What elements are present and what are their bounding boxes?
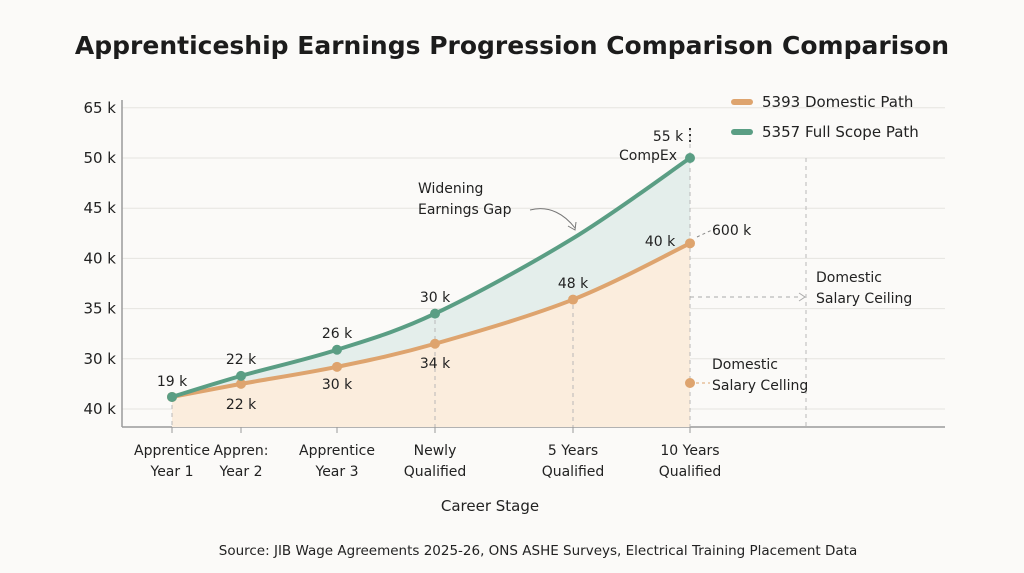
x-tick-label: Newly Qualified bbox=[404, 443, 467, 480]
domestic-point bbox=[685, 238, 695, 249]
chart-title: Apprenticeship Earnings Progression Comp… bbox=[75, 31, 949, 60]
area-fills bbox=[172, 158, 690, 427]
full-scope-value-label: 55 k bbox=[653, 129, 684, 145]
full-scope-point bbox=[167, 391, 177, 402]
domestic-value-label: 40 k bbox=[645, 234, 676, 250]
domestic-point bbox=[430, 338, 440, 349]
legend: 5393 Domestic Path 5357 Full Scope Path bbox=[731, 93, 919, 141]
domestic-value-label: 34 k bbox=[420, 356, 451, 372]
ceiling-point bbox=[685, 378, 695, 388]
gap-arrow-head bbox=[567, 221, 577, 231]
x-axis-label: Career Stage bbox=[441, 497, 539, 515]
peak-leader bbox=[696, 229, 713, 238]
gap-annotation: Widening Earnings Gap bbox=[418, 181, 512, 218]
full-scope-point bbox=[236, 370, 246, 381]
domestic-value-label: 30 k bbox=[322, 377, 353, 393]
full-scope-value-label: 26 k bbox=[322, 326, 353, 342]
compex-label: CompEx bbox=[619, 148, 677, 164]
labels: 22 k 26 k 30 k 55 k 19 k 22 k 30 k 34 k 48 k 40 k… bbox=[157, 128, 912, 413]
domestic-value-label: 19 k bbox=[157, 374, 188, 390]
grid: 40 k 30 k 35 k 40 k 45 k 50 k 65 k Apprentice Ye… bbox=[83, 99, 945, 480]
ceiling-arrow-head bbox=[798, 292, 806, 302]
series-lines bbox=[167, 153, 695, 402]
domestic-point bbox=[332, 361, 342, 372]
x-tick-label: 10 Years Qualified bbox=[659, 443, 722, 480]
peak-label: 600 k bbox=[712, 223, 752, 239]
y-tick-label: 40 k bbox=[83, 400, 116, 418]
x-tick-label: Appren: Year 2 bbox=[213, 443, 268, 480]
y-tick-label: 35 k bbox=[83, 300, 116, 318]
gap-area bbox=[172, 158, 690, 397]
legend-label: 5393 Domestic Path bbox=[762, 93, 913, 111]
full-scope-point bbox=[685, 153, 695, 163]
domestic-point bbox=[236, 378, 246, 389]
full-scope-value-label: 30 k bbox=[420, 290, 451, 306]
y-tick-label: 65 k bbox=[83, 99, 116, 117]
source-note: Source: JIB Wage Agreements 2025-26, ONS… bbox=[219, 543, 858, 559]
x-tick-label: Apprentice Year 3 bbox=[299, 443, 375, 480]
y-tick-label: 40 k bbox=[83, 249, 116, 267]
domestic-value-label: 22 k bbox=[226, 397, 257, 413]
guide-lines bbox=[171, 128, 807, 427]
domestic-point bbox=[568, 294, 578, 305]
full-scope-value-label: 22 k bbox=[226, 352, 257, 368]
y-tick-label: 45 k bbox=[83, 199, 116, 217]
ceiling-annotation-2: Domestic Salary Celling bbox=[712, 357, 808, 394]
domestic-value-label: 48 k bbox=[558, 276, 589, 292]
ceiling-annotation: Domestic Salary Ceiling bbox=[816, 270, 912, 307]
y-tick-label: 30 k bbox=[83, 350, 116, 368]
full-scope-point bbox=[332, 344, 342, 355]
gap-arrow-line bbox=[529, 208, 576, 229]
full-scope-point bbox=[430, 308, 440, 319]
y-tick-label: 50 k bbox=[83, 149, 116, 167]
x-tick-label: 5 Years Qualified bbox=[542, 443, 605, 480]
x-tick-label: Apprentice Year 1 bbox=[134, 443, 210, 480]
domestic-area bbox=[172, 243, 690, 427]
legend-label: 5357 Full Scope Path bbox=[762, 123, 919, 141]
